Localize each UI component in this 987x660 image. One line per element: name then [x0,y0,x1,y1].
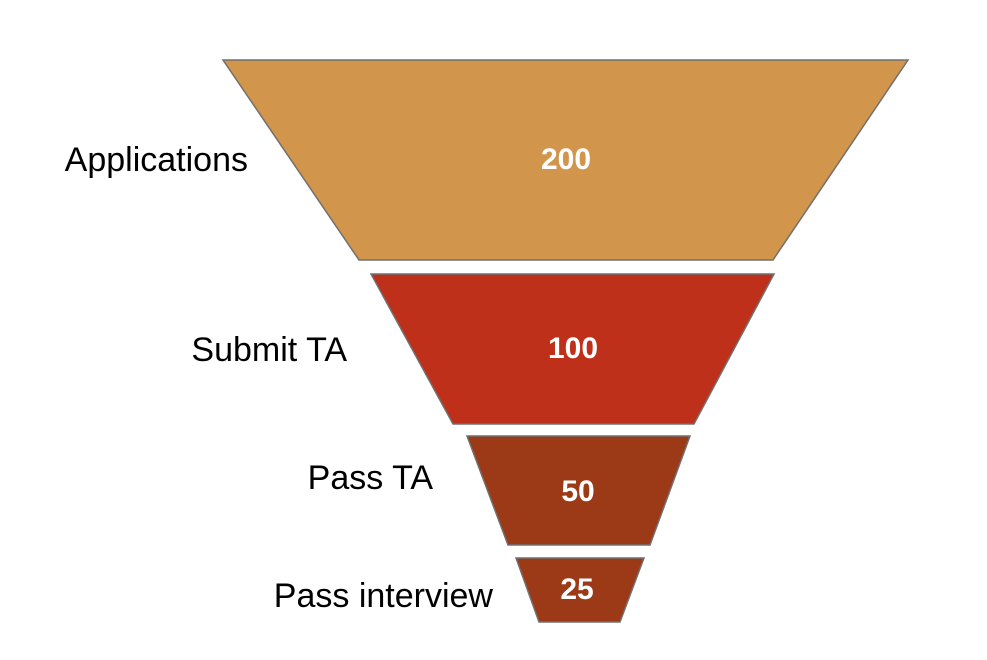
funnel-segment-applications [221,59,910,261]
stage-label-submit-ta: Submit TA [191,331,347,369]
funnel-segment-pass-interview [514,557,646,623]
stage-label-applications: Applications [64,141,248,179]
stage-value-pass-ta: 50 [561,475,595,508]
stage-value-pass-interview: 25 [560,573,594,606]
stage-label-pass-interview: Pass interview [273,577,493,615]
funnel-segment-pass-ta [465,435,692,546]
stage-value-submit-ta: 100 [547,332,599,365]
funnel-segment-submit-ta [369,273,776,425]
stage-value-applications: 200 [540,143,592,176]
stage-label-pass-ta: Pass TA [307,459,433,497]
